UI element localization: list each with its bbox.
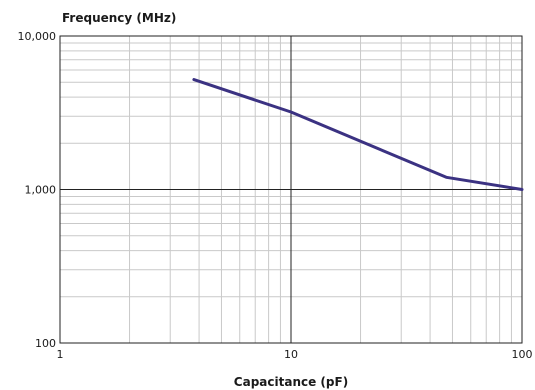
series-line-0	[192, 78, 524, 191]
y-axis-label: Frequency (MHz)	[62, 11, 176, 25]
x-tick-label: 10	[284, 348, 298, 361]
tick-labels: 100 1,000 10,000 1 10 100	[18, 30, 533, 361]
x-tick-label: 1	[57, 348, 64, 361]
y-tick-label: 10,000	[18, 30, 57, 43]
grid	[59, 35, 523, 344]
x-tick-label: 100	[512, 348, 533, 361]
y-tick-label: 100	[35, 337, 56, 350]
x-axis-label: Capacitance (pF)	[234, 375, 348, 389]
series-group	[192, 78, 524, 191]
y-tick-label: 1,000	[25, 184, 57, 197]
